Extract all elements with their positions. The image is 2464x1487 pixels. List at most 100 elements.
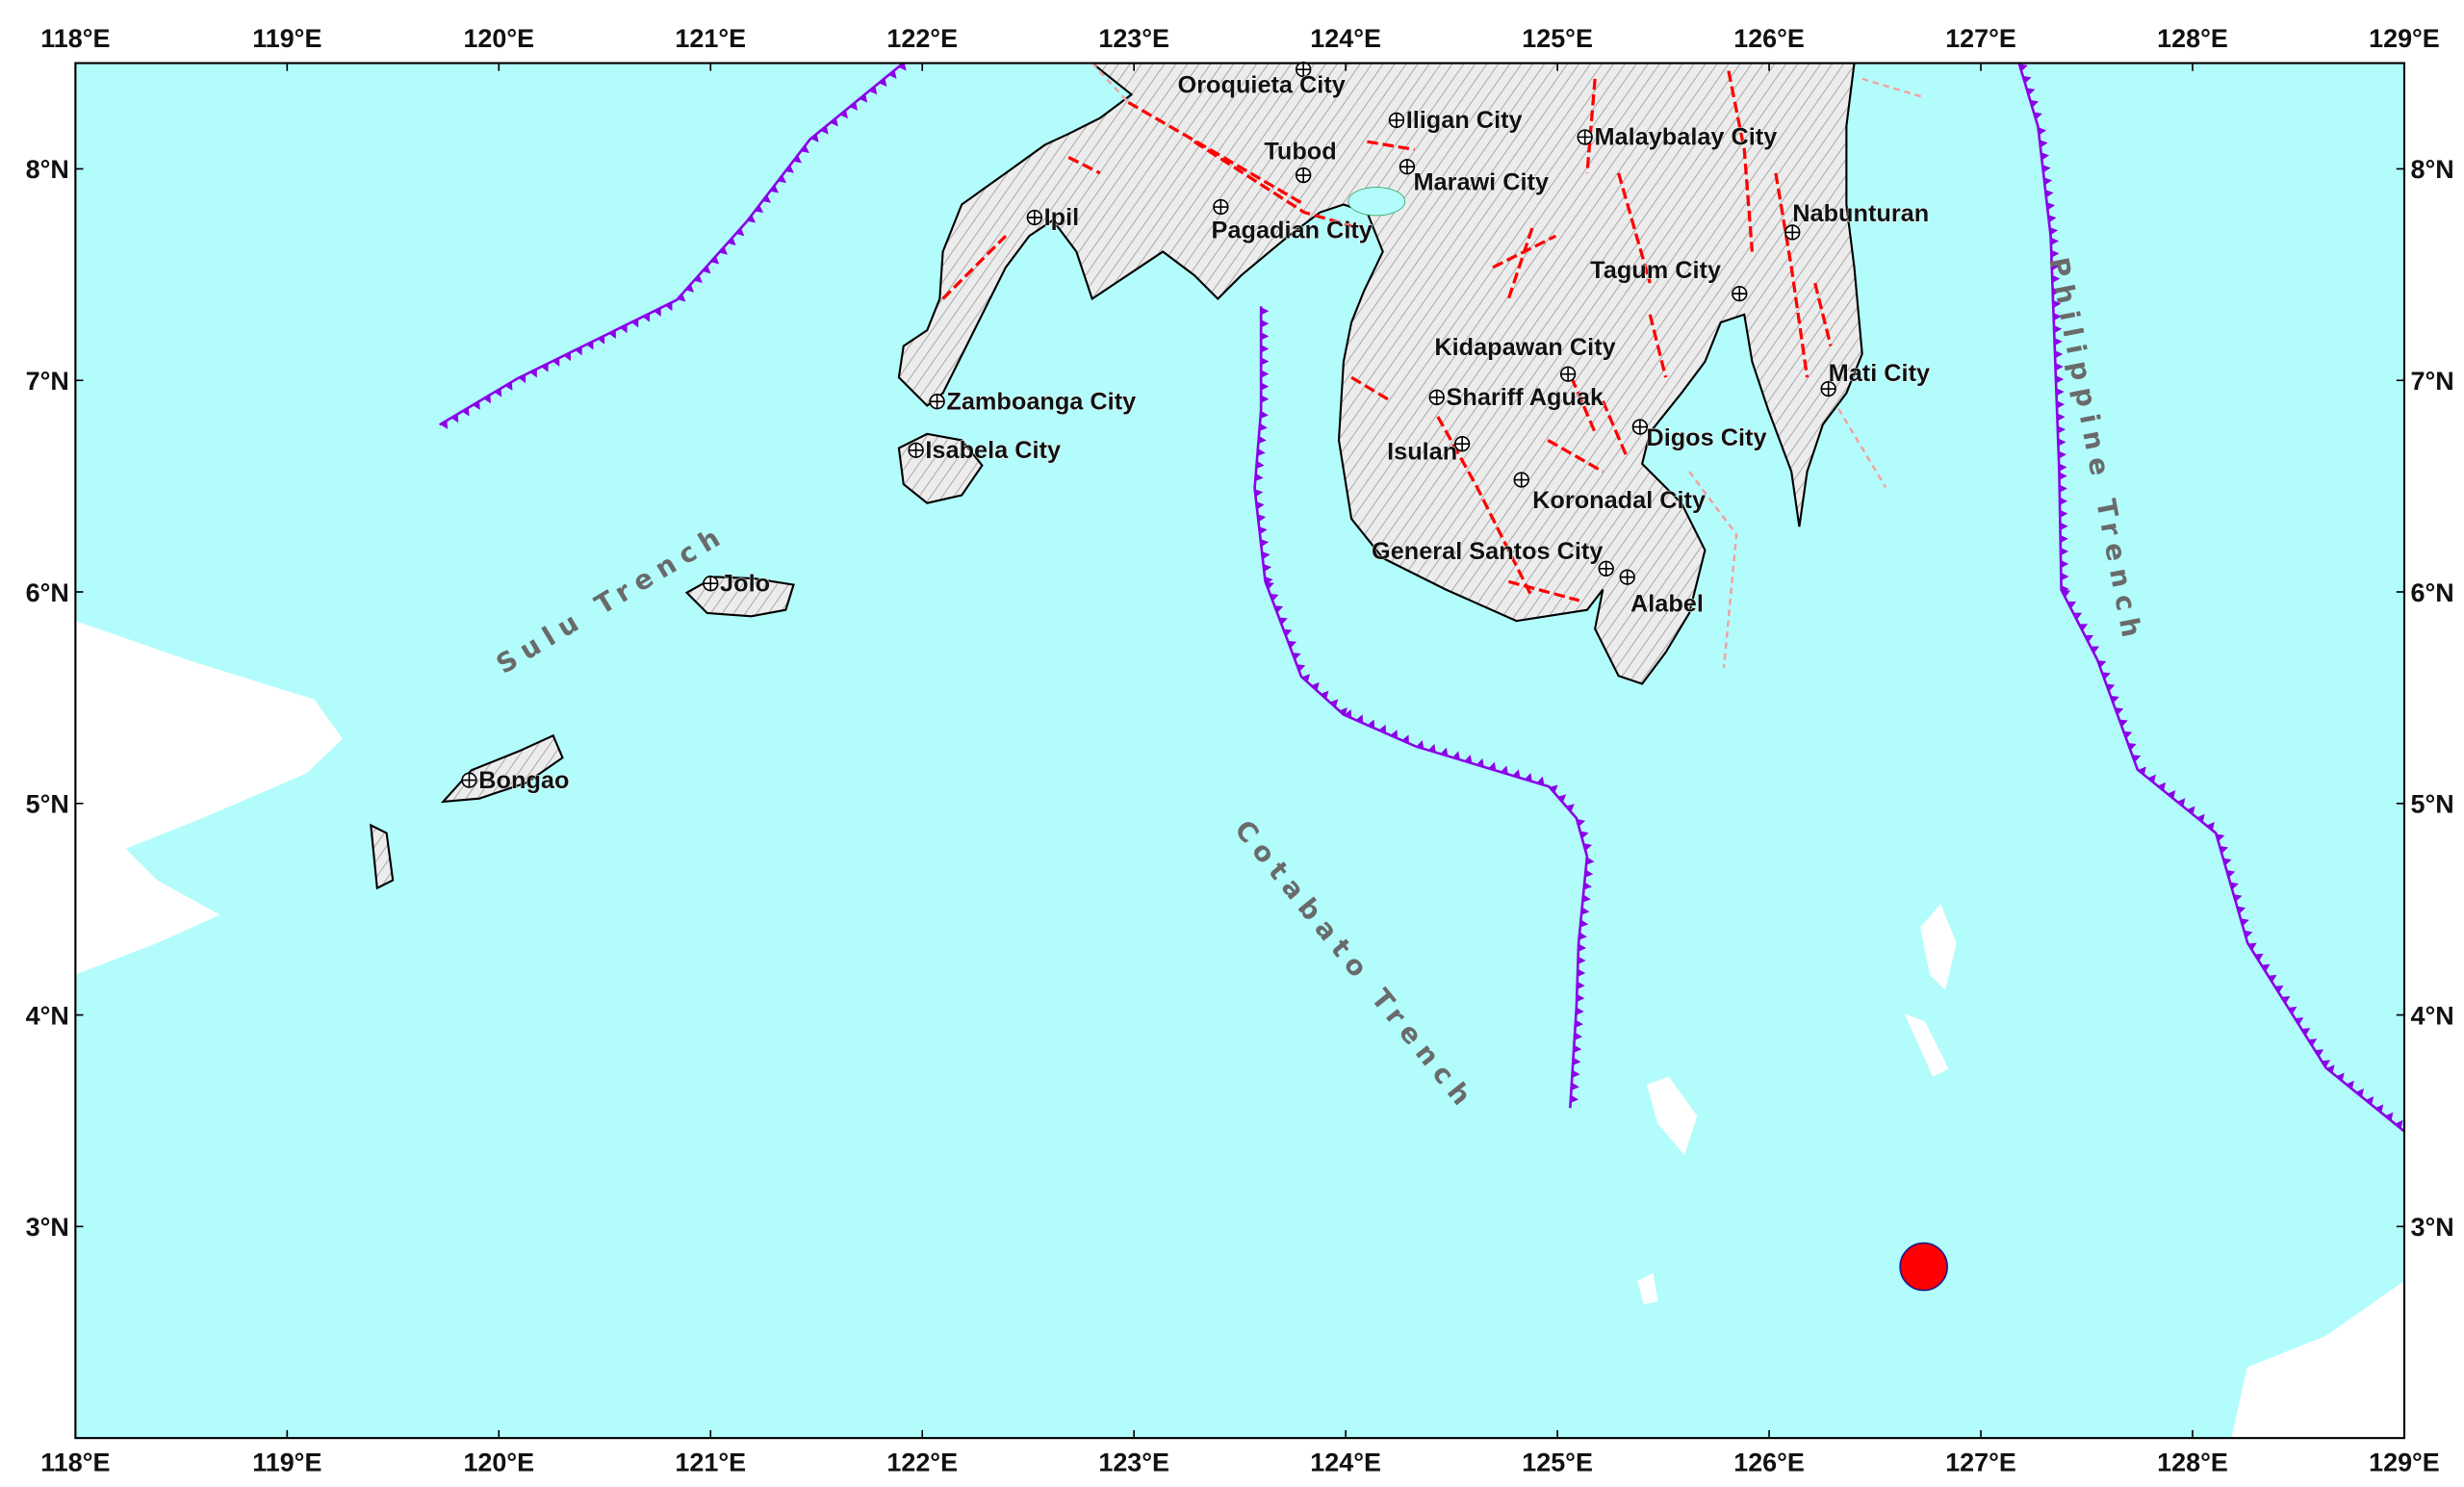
fault-line	[1648, 314, 1668, 378]
crosshair-icon	[1296, 62, 1311, 77]
crosshair-icon	[909, 443, 923, 458]
city-isulan[interactable]: Isulan	[1387, 436, 1471, 466]
city-mati-city[interactable]: Mati City	[1820, 359, 1931, 397]
lat-tick-label-left: 3°N	[26, 1213, 69, 1242]
trench-tooth	[1440, 747, 1449, 756]
trench-tooth	[2052, 274, 2061, 283]
trench-tooth	[685, 284, 695, 293]
trench-tooth	[1278, 617, 1288, 626]
city-bongao[interactable]: Bongao	[461, 766, 570, 794]
trench-tooth	[1296, 664, 1306, 672]
trench-tooth	[762, 194, 772, 203]
city-koronadal-city[interactable]: Koronadal City	[1513, 472, 1707, 514]
lon-tick-label-top: 129°E	[2369, 24, 2440, 53]
city-jolo[interactable]: Jolo	[703, 570, 771, 598]
city-oroquieta-city[interactable]: Oroquieta City	[1177, 61, 1346, 99]
trench-tooth	[2038, 127, 2047, 136]
city-zamboanga-city[interactable]: Zamboanga City	[929, 388, 1137, 416]
city-label: Iligan City	[1406, 107, 1523, 134]
trench-tooth	[2244, 930, 2253, 938]
trench-tooth	[1262, 551, 1270, 560]
city-shariff-aguak[interactable]: Shariff Aguak	[1428, 383, 1604, 411]
lon-tick-label-bottom: 125°E	[1522, 1448, 1593, 1476]
crosshair-icon	[1620, 570, 1635, 584]
trench-tooth	[1401, 734, 1409, 744]
crosshair-icon	[1821, 381, 1836, 397]
land-borneo-islet	[370, 823, 395, 890]
crosshair-icon	[1599, 561, 1614, 577]
crosshair-icon	[1429, 390, 1445, 405]
trench-tooth	[1586, 857, 1595, 865]
trench-tooth	[1573, 1057, 1581, 1065]
city-ipil[interactable]: Ipil	[1026, 204, 1080, 232]
city-marawi-city[interactable]: Marawi City	[1399, 159, 1550, 196]
city-label: Tubod	[1264, 139, 1336, 166]
trench-tooth	[1320, 690, 1329, 700]
trench-tooth	[1378, 724, 1387, 733]
city-label: Bongao	[478, 767, 569, 794]
trench-tooth	[2326, 1064, 2335, 1074]
city-alabel[interactable]: Alabel	[1619, 569, 1704, 618]
city-label: Malaybalay City	[1594, 124, 1777, 151]
city-isabela-city[interactable]: Isabela City	[908, 436, 1062, 464]
city-label: Zamboanga City	[946, 388, 1136, 415]
city-label: Nabunturan	[1792, 200, 1929, 227]
trench-tooth	[450, 414, 459, 423]
city-kidapawan-city[interactable]: Kidapawan City	[1434, 334, 1616, 382]
city-iligan-city[interactable]: Iligan City	[1388, 107, 1523, 135]
trench-tooth	[2066, 602, 2077, 609]
trench-tooth	[2059, 463, 2067, 472]
trench-tooth	[552, 357, 560, 367]
trench-tooth	[1311, 681, 1320, 691]
city-tubod[interactable]: Tubod	[1264, 138, 1337, 184]
trench-tooth	[563, 351, 572, 362]
trench-tooth	[2118, 719, 2128, 728]
city-nabunturan[interactable]: Nabunturan	[1784, 199, 1930, 241]
trench-tooth	[654, 307, 661, 317]
trench-tooth	[1574, 1032, 1583, 1040]
axis-ticks-layer: 118°E 118°E 119°E 119°E 120°E 120°E 121°E 121°E…	[26, 24, 2454, 1476]
trench-tooth	[1525, 772, 1532, 782]
trench-tooth	[2061, 573, 2069, 581]
trench-tooth	[1428, 743, 1436, 753]
city-tagum-city[interactable]: Tagum City	[1590, 256, 1748, 302]
trench-tooth	[2157, 782, 2167, 791]
city-digos-city[interactable]: Digos City	[1631, 419, 1767, 452]
trench-tooth	[1261, 357, 1270, 366]
city-label: Isulan	[1387, 438, 1457, 465]
lon-tick-label-bottom: 127°E	[1945, 1448, 2016, 1476]
trench-tooth	[2026, 88, 2036, 96]
lon-tick-label-bottom: 118°E	[40, 1448, 110, 1476]
trench-tooth	[642, 313, 651, 322]
crosshair-icon	[1784, 225, 1800, 240]
fault-line	[1547, 438, 1604, 474]
earthquake-epicenter-marker[interactable]	[1899, 1242, 1948, 1292]
land-talaud-south	[1904, 1013, 1949, 1077]
fault-line	[1727, 70, 1755, 252]
city-label: Shariff Aguak	[1447, 384, 1604, 411]
trench-tooth	[1344, 708, 1352, 719]
trench-tooth	[1283, 628, 1293, 637]
trench-tooth	[1260, 539, 1270, 548]
city-label: General Santos City	[1372, 538, 1603, 565]
lat-tick-label-left: 6°N	[26, 578, 69, 607]
trench-tooth	[2355, 1088, 2364, 1097]
trench-tooth	[1261, 395, 1270, 403]
lat-tick-label-left: 4°N	[26, 1001, 69, 1030]
city-pagadian-city[interactable]: Pagadian City	[1211, 198, 1373, 244]
trench-tooth	[2097, 660, 2107, 668]
fault-line	[1350, 375, 1392, 402]
city-malaybalay-city[interactable]: Malaybalay City	[1577, 123, 1778, 151]
trench-tooth	[1557, 794, 1567, 803]
landmass-layer	[75, 63, 2404, 1439]
trench-tooth	[1575, 1019, 1583, 1028]
city-label: Koronadal City	[1532, 487, 1706, 514]
trench-tooth	[2206, 821, 2215, 831]
trench-tooth	[888, 69, 897, 79]
trench-tooth	[2030, 99, 2040, 108]
trench-tooth	[2220, 845, 2229, 854]
trench-tooth	[1301, 674, 1311, 682]
trench-tooth	[2261, 963, 2271, 972]
city-general-santos-city[interactable]: General Santos City	[1372, 538, 1614, 577]
